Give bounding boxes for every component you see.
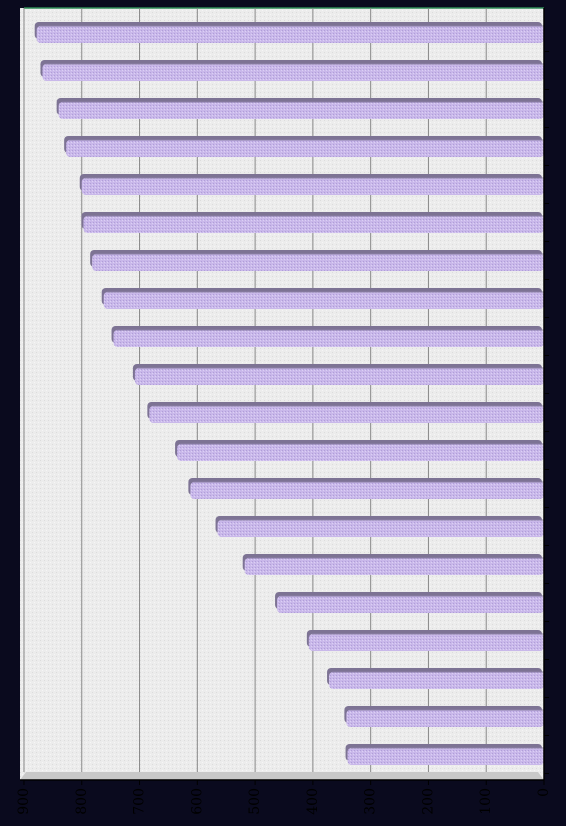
bar — [34, 22, 545, 43]
x-tick-label: 600 — [189, 788, 205, 815]
bar — [275, 592, 544, 613]
bar — [306, 630, 544, 651]
bar — [215, 516, 544, 537]
bar — [101, 288, 544, 309]
bar — [111, 326, 544, 347]
bar — [56, 98, 544, 119]
bar-body — [346, 710, 544, 727]
bar-body — [81, 178, 544, 195]
bar-body — [277, 596, 544, 613]
bar — [175, 440, 545, 461]
bar-body — [244, 558, 545, 575]
bar-body — [113, 330, 544, 347]
bar — [79, 174, 544, 195]
bar-body — [134, 368, 544, 385]
plot-area — [20, 7, 544, 780]
x-tick-label: 800 — [74, 788, 90, 815]
bar — [147, 402, 544, 423]
bar — [327, 668, 544, 689]
x-tick-label: 100 — [478, 788, 494, 815]
bar-body — [92, 254, 544, 271]
bar — [40, 60, 544, 81]
bar — [90, 250, 544, 271]
bar-body — [308, 634, 544, 651]
bar-body — [103, 292, 544, 309]
plot-floor — [20, 772, 544, 780]
x-tick-label: 500 — [247, 788, 263, 815]
bar — [64, 136, 545, 157]
bar-body — [329, 672, 544, 689]
bar — [188, 478, 544, 499]
bar-body — [190, 482, 544, 499]
bar-body — [66, 140, 545, 157]
bar-body — [347, 748, 544, 765]
bar — [242, 554, 545, 575]
bar — [344, 706, 544, 727]
bar-body — [36, 26, 545, 43]
bar-body — [58, 102, 544, 119]
x-tick-label: 300 — [363, 788, 379, 815]
bar-body — [42, 64, 544, 81]
x-tick-label: 200 — [420, 788, 436, 815]
plot-background — [20, 8, 544, 780]
x-tick-label: 0 — [536, 788, 552, 797]
bars — [34, 22, 545, 765]
bar-body — [149, 406, 544, 423]
bar — [81, 212, 544, 233]
bar — [132, 364, 544, 385]
bar-body — [177, 444, 545, 461]
x-tick-label: 700 — [132, 788, 148, 815]
x-tick-label: 900 — [16, 788, 32, 815]
bar — [345, 744, 544, 765]
x-tick-label: 400 — [305, 788, 321, 815]
grid-lines — [23, 8, 487, 772]
bar-body — [83, 216, 544, 233]
bar-body — [217, 520, 544, 537]
value-axis: 0 100 200 300 400 500 600 700 800 900 — [16, 8, 552, 815]
